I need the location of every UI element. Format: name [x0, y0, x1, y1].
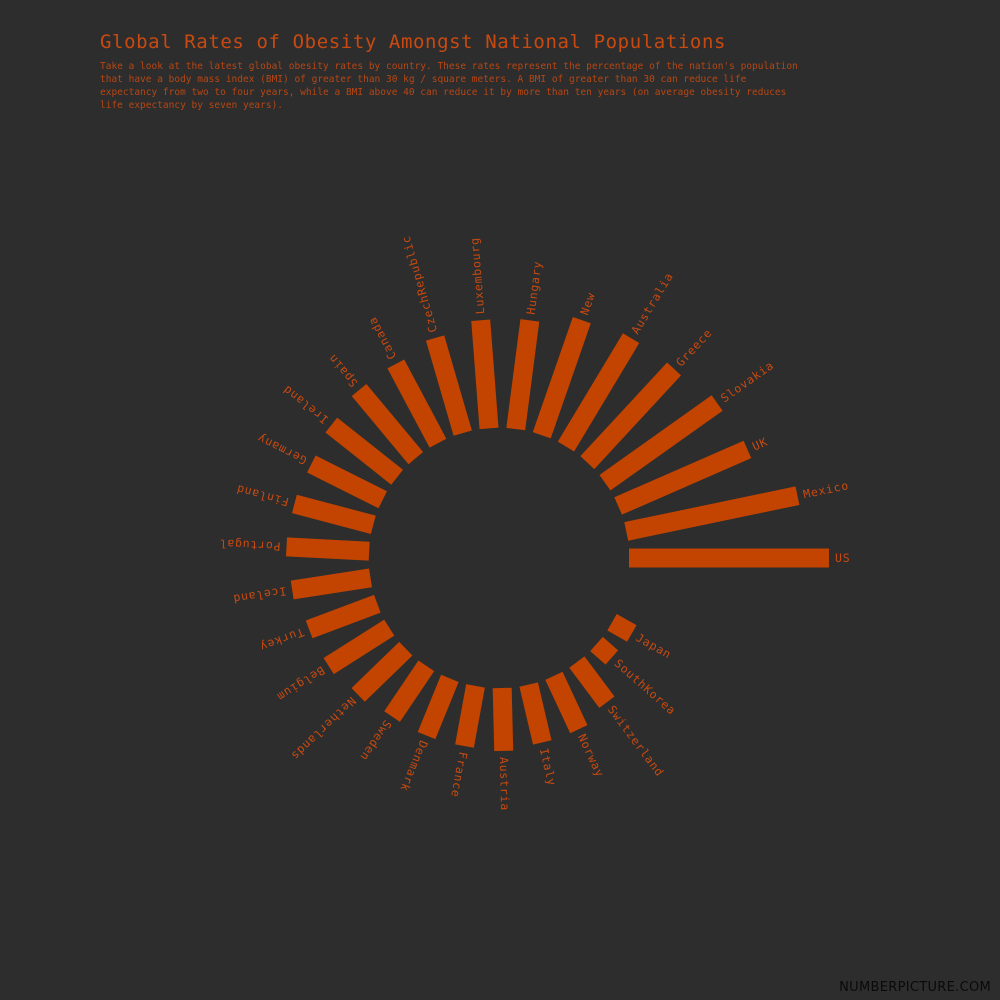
bar-group: Portugal: [218, 536, 370, 561]
bar-group: US: [629, 548, 850, 568]
bar-label: Italy: [537, 747, 559, 788]
bar-label: Austria: [497, 757, 512, 811]
bar-label: US: [835, 551, 850, 565]
bar-label: Norway: [575, 732, 607, 780]
bar-group: Iceland: [232, 568, 372, 606]
credit-text: NUMBERPICTURE.COM: [839, 980, 991, 995]
bar: [425, 335, 472, 436]
bar-label: Belgium: [274, 663, 327, 704]
bar: [532, 317, 591, 439]
bar-label: UK: [750, 434, 770, 453]
bar: [351, 383, 424, 465]
bar-group: Luxembourg: [467, 237, 499, 430]
bar: [607, 613, 637, 642]
bar: [305, 594, 381, 639]
bar: [387, 359, 447, 448]
bar-label: CzechRepublic: [399, 234, 440, 334]
bar: [492, 687, 514, 752]
bar: [506, 319, 540, 431]
bar: [580, 362, 682, 470]
bar: [519, 682, 552, 745]
bar: [384, 660, 435, 722]
bar: [290, 568, 372, 600]
bar-label: Ireland: [280, 382, 331, 427]
bar: [325, 417, 404, 485]
bar-group: Canada: [365, 314, 447, 448]
bar-label: France: [448, 751, 470, 799]
bar: [307, 455, 388, 509]
bar-group: France: [448, 684, 485, 799]
bar-label: Germany: [254, 431, 309, 468]
bar-label: Luxembourg: [467, 237, 487, 315]
bar-group: Japan: [607, 613, 674, 662]
bar-label: Finland: [235, 482, 291, 509]
bar: [557, 333, 640, 452]
bar-label: Netherlands: [288, 694, 359, 763]
bar: [569, 656, 615, 708]
bar: [599, 395, 723, 491]
bar-label: Mexico: [802, 478, 850, 501]
bar-label: Turkey: [258, 625, 306, 654]
bar-label: Slovakia: [718, 358, 776, 405]
bar-group: UK: [614, 434, 770, 515]
bar-label: Hungary: [524, 260, 545, 315]
bar: [624, 486, 800, 541]
bar: [614, 440, 752, 515]
bar-group: Hungary: [506, 260, 545, 431]
bar-label: Greece: [673, 326, 715, 370]
bar-label: Portugal: [218, 536, 280, 553]
bar: [351, 641, 413, 702]
bar-label: Australia: [628, 270, 676, 337]
chart-title: Global Rates of Obesity Amongst National…: [100, 31, 727, 53]
bar: [323, 619, 395, 675]
bar: [455, 684, 485, 748]
chart-subtitle: Take a look at the latest global obesity…: [100, 61, 798, 112]
bar-label: New: [577, 290, 598, 316]
bar: [545, 671, 588, 734]
bar: [417, 674, 459, 740]
bar-label: Japan: [634, 630, 674, 661]
bar-label: Iceland: [232, 584, 288, 606]
bar-label: Denmark: [397, 738, 430, 793]
bar: [629, 548, 829, 568]
bar-label: Spain: [325, 351, 360, 390]
bar-label: Sweden: [357, 718, 395, 764]
bar-group: Austria: [492, 687, 514, 811]
bar-label: SouthKorea: [612, 656, 679, 718]
bar: [471, 319, 499, 430]
bar-label: Canada: [365, 314, 399, 361]
bar-label: Switzerland: [605, 703, 667, 779]
bar: [590, 636, 619, 665]
bar: [286, 537, 370, 561]
bar: [291, 494, 376, 534]
